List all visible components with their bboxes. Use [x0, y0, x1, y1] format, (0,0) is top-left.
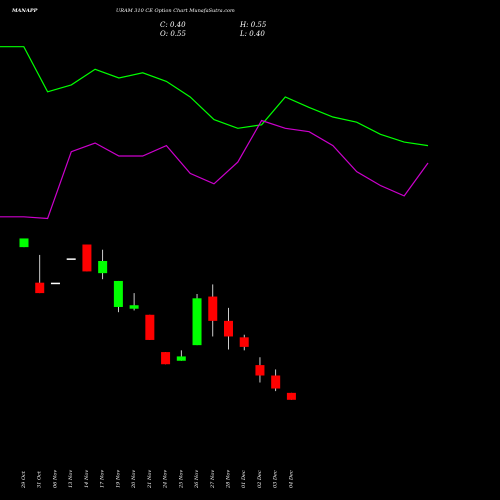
candle: [145, 314, 155, 340]
x-tick-label: 27 Nov: [210, 470, 216, 489]
x-tick-label: 17 Nov: [100, 470, 106, 488]
candle: [176, 350, 186, 361]
candle-body: [50, 282, 60, 285]
candle-body: [208, 296, 218, 321]
indicator-lines: [0, 46, 429, 220]
close-label: C: 0.40: [160, 21, 186, 29]
x-tick-label: 21 Nov: [147, 470, 153, 489]
x-tick-label: 01 Dec: [241, 470, 247, 488]
x-tick-label: 14 Nov: [84, 470, 90, 488]
candle: [35, 254, 45, 294]
high-label: H: 0.55: [240, 21, 267, 29]
candle: [255, 357, 265, 383]
x-tick-label: 29 Oct: [21, 470, 27, 489]
candle: [129, 293, 139, 311]
candle: [19, 238, 29, 248]
candle-body: [223, 320, 233, 337]
candle: [161, 352, 171, 365]
x-tick-label: 02 Dec: [257, 470, 263, 488]
candle: [271, 369, 281, 392]
candle-body: [113, 280, 123, 307]
candle: [208, 284, 218, 337]
candle: [192, 293, 202, 346]
upper-indicator-line: [0, 46, 429, 147]
candle-body: [98, 260, 108, 274]
candle-body: [176, 356, 186, 361]
chart-title: URAM 310 CE Option Chart MunafaSutra.com: [116, 8, 235, 14]
x-tick-label: 31 Oct: [37, 470, 43, 488]
candle: [50, 282, 60, 285]
x-tick-label: 04 Dec: [288, 470, 294, 488]
candle-body: [271, 375, 281, 389]
candle-body: [66, 258, 76, 260]
candle-body: [35, 282, 45, 294]
candle: [66, 258, 76, 260]
x-tick-label: 24 Nov: [163, 470, 169, 489]
candle-body: [239, 337, 249, 347]
open-label: O: 0.55: [160, 30, 186, 38]
candle-body: [161, 352, 171, 365]
candle: [286, 392, 296, 400]
candles: [19, 238, 296, 400]
x-tick-label: 20 Nov: [131, 470, 137, 489]
candle: [82, 244, 92, 272]
candle-body: [192, 298, 202, 346]
candle-body: [145, 314, 155, 340]
candle-body: [82, 244, 92, 272]
x-axis-labels: 29 Oct 31 Oct 06 Nov 13 Nov 14 Nov 17 Nov 19 N…: [21, 470, 294, 489]
x-tick-label: 26 Nov: [194, 470, 200, 489]
candle-body: [129, 305, 139, 309]
lower-indicator-line: [0, 119, 429, 220]
candle: [223, 307, 233, 350]
candle-body: [19, 238, 29, 248]
x-tick-label: 06 Nov: [52, 470, 58, 488]
candle-body: [255, 365, 265, 376]
x-tick-label: 13 Nov: [68, 470, 74, 488]
candle: [113, 280, 123, 313]
x-tick-label: 25 Nov: [178, 470, 184, 489]
x-tick-label: 03 Dec: [273, 470, 279, 488]
x-tick-label: 28 Nov: [225, 470, 231, 489]
symbol-label: MANAPP: [12, 8, 38, 14]
x-tick-label: 19 Nov: [115, 470, 121, 488]
candle: [239, 334, 249, 351]
candle-body: [286, 392, 296, 400]
low-label: L: 0.40: [240, 30, 265, 38]
candle: [98, 249, 108, 280]
